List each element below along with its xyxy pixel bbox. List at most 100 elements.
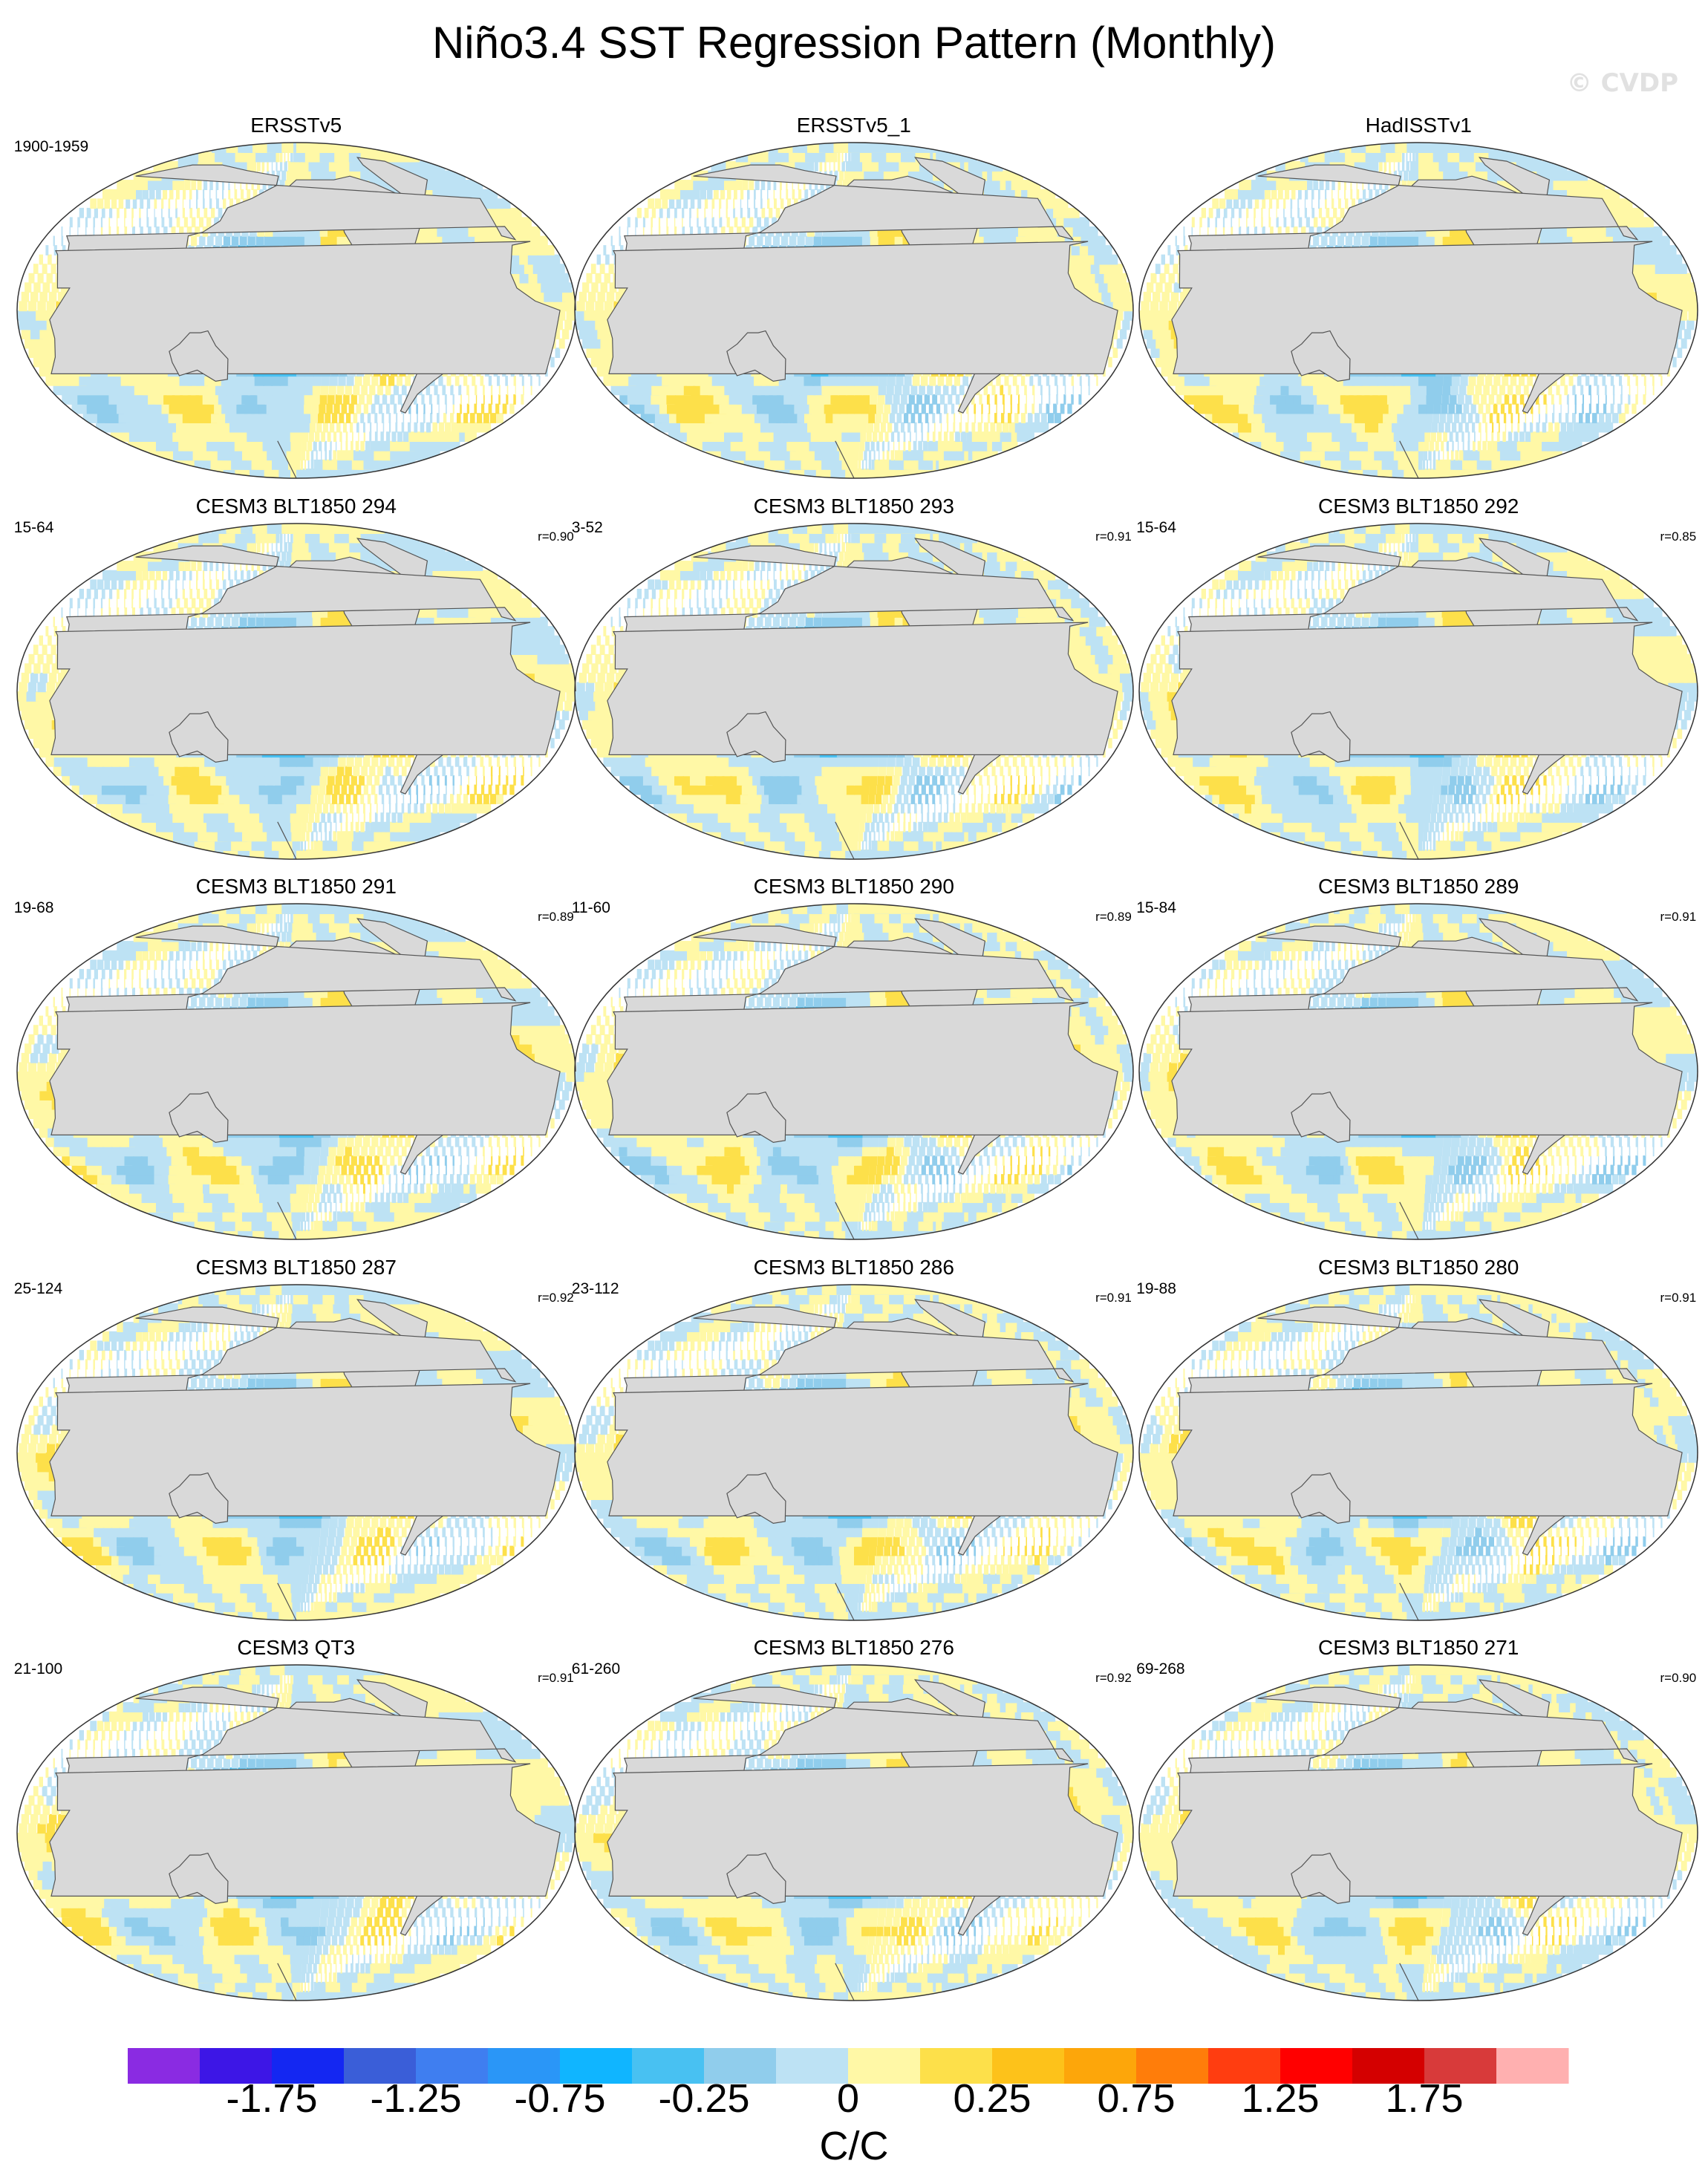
- sst-cell: [1434, 394, 1442, 405]
- sst-cell: [812, 375, 823, 386]
- sst-cell: [916, 394, 922, 405]
- sst-cell: [357, 431, 359, 442]
- sst-cell: [296, 161, 302, 172]
- sst-cell: [338, 375, 346, 386]
- sst-cell: [483, 394, 485, 405]
- sst-cell: [561, 291, 575, 302]
- sst-cell: [108, 226, 111, 237]
- sst-cell: [1430, 440, 1435, 451]
- sst-cell: [333, 431, 336, 442]
- sst-cell: [910, 385, 918, 396]
- sst-cell: [1524, 385, 1529, 396]
- sst-cell: [39, 254, 43, 265]
- sst-cell: [820, 375, 831, 386]
- sst-cell: [310, 403, 319, 414]
- sst-cell: [906, 403, 912, 414]
- sst-cell: [754, 207, 757, 218]
- sst-cell: [1433, 403, 1441, 414]
- sst-cell: [846, 394, 855, 405]
- sst-cell: [237, 375, 249, 386]
- sst-cell: [853, 161, 860, 172]
- sst-cell: [1071, 394, 1074, 405]
- sst-cell: [369, 431, 371, 442]
- sst-cell: [340, 440, 342, 451]
- sst-cell: [271, 151, 277, 163]
- sst-cell: [1473, 440, 1476, 451]
- sst-cell: [728, 226, 734, 237]
- sst-cell: [275, 413, 284, 423]
- sst-cell: [825, 151, 832, 163]
- sst-cell: [178, 226, 184, 237]
- sst-cell: [1432, 413, 1440, 423]
- sst-cell: [1580, 385, 1584, 396]
- sst-cell: [483, 413, 489, 423]
- sst-cell: [959, 422, 962, 433]
- sst-cell: [1418, 385, 1427, 396]
- sst-cell: [381, 413, 384, 423]
- sst-cell: [290, 151, 293, 163]
- sst-cell: [893, 440, 895, 451]
- sst-cell: [124, 226, 127, 237]
- sst-cell: [837, 151, 841, 163]
- sst-cell: [264, 394, 275, 405]
- sst-cell: [1523, 422, 1527, 433]
- sst-cell: [798, 180, 799, 190]
- sst-cell: [954, 431, 960, 442]
- sst-cell: [279, 375, 290, 386]
- sst-cell: [1538, 403, 1541, 414]
- sst-cell: [894, 450, 899, 461]
- sst-cell: [760, 198, 763, 209]
- sst-cell: [279, 180, 285, 190]
- sst-cell: [1477, 440, 1482, 451]
- sst-cell: [385, 440, 393, 451]
- sst-cell: [1455, 450, 1459, 461]
- sst-cell: [740, 198, 741, 209]
- sst-cell: [472, 375, 476, 386]
- sst-cell: [287, 161, 293, 172]
- sst-cell: [844, 151, 847, 163]
- sst-cell: [828, 375, 839, 386]
- sst-cell: [1404, 403, 1412, 414]
- sst-cell: [296, 394, 305, 405]
- sst-cell: [932, 431, 936, 442]
- sst-cell: [867, 422, 873, 433]
- sst-cell: [853, 394, 863, 405]
- continent-landmass: [168, 330, 229, 382]
- sst-cell: [884, 431, 889, 442]
- sst-cell: [1116, 282, 1130, 293]
- sst-cell: [1442, 385, 1451, 396]
- sst-cell: [313, 459, 318, 470]
- sst-cell: [853, 375, 863, 386]
- sst-cell: [581, 282, 590, 293]
- sst-cell: [369, 422, 371, 433]
- sst-cell: [733, 189, 737, 200]
- sst-cell: [837, 180, 843, 190]
- sst-cell: [1456, 403, 1462, 414]
- sst-cell: [845, 235, 855, 247]
- sst-cell: [296, 413, 304, 423]
- sst-cell: [764, 235, 772, 247]
- sst-cell: [408, 431, 415, 442]
- sst-cell: [837, 440, 845, 451]
- sst-cell: [37, 301, 46, 312]
- sst-cell: [85, 226, 87, 237]
- sst-cell: [994, 394, 997, 405]
- sst-cell: [302, 431, 309, 442]
- sst-cell: [786, 198, 791, 209]
- sst-cell: [281, 413, 290, 423]
- sst-cell: [100, 226, 103, 237]
- sst-cell: [1612, 413, 1619, 423]
- sst-cell: [1031, 403, 1034, 414]
- sst-cell: [965, 422, 968, 433]
- sst-cell: [903, 431, 906, 442]
- sst-cell: [131, 207, 134, 218]
- sst-cell: [221, 180, 224, 190]
- sst-cell: [1564, 385, 1568, 396]
- sst-cell: [841, 431, 850, 442]
- sst-cell: [682, 226, 685, 237]
- sst-cell: [35, 310, 48, 321]
- sst-cell: [980, 413, 983, 423]
- sst-cell: [1012, 375, 1017, 386]
- sst-cell: [320, 235, 330, 247]
- sst-cell: [408, 403, 411, 414]
